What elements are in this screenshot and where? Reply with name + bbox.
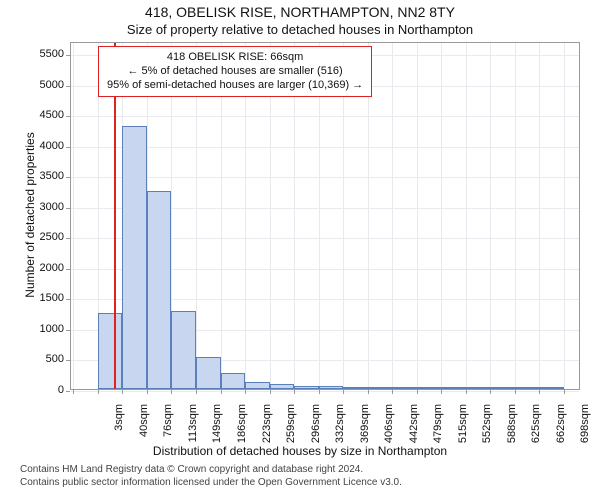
x-tick-mark xyxy=(564,390,565,394)
y-tick-mark xyxy=(66,86,70,87)
chart-title-main: 418, OBELISK RISE, NORTHAMPTON, NN2 8TY xyxy=(0,4,600,20)
chart-container: 418, OBELISK RISE, NORTHAMPTON, NN2 8TY … xyxy=(0,0,600,500)
x-tick-mark xyxy=(466,390,467,394)
y-tick-label: 5000 xyxy=(0,79,64,91)
x-tick-mark xyxy=(515,390,516,394)
x-tick-mark xyxy=(245,390,246,394)
x-tick-mark xyxy=(343,390,344,394)
x-tick-mark xyxy=(368,390,369,394)
y-axis-label: Number of detached properties xyxy=(23,115,37,315)
y-tick-mark xyxy=(66,330,70,331)
y-tick-mark xyxy=(66,116,70,117)
gridline-vertical xyxy=(515,43,516,389)
histogram-bar xyxy=(98,313,122,389)
histogram-bar xyxy=(343,387,367,389)
y-tick-mark xyxy=(66,360,70,361)
histogram-bar xyxy=(515,387,539,389)
chart-title-sub: Size of property relative to detached ho… xyxy=(0,22,600,37)
x-tick-mark xyxy=(196,390,197,394)
x-tick-mark xyxy=(294,390,295,394)
x-tick-mark xyxy=(417,390,418,394)
histogram-bar xyxy=(221,373,245,389)
gridline-vertical xyxy=(466,43,467,389)
annotation-line-3: 95% of semi-detached houses are larger (… xyxy=(107,79,363,93)
footer-line-2: Contains public sector information licen… xyxy=(20,477,402,490)
gridline-vertical xyxy=(73,43,74,389)
histogram-bar xyxy=(441,387,465,389)
histogram-bar xyxy=(466,387,491,389)
y-tick-mark xyxy=(66,391,70,392)
x-tick-mark xyxy=(147,390,148,394)
gridline-vertical xyxy=(564,43,565,389)
y-tick-label: 5500 xyxy=(0,48,64,60)
y-tick-mark xyxy=(66,208,70,209)
y-tick-label: 1000 xyxy=(0,323,64,335)
x-tick-mark xyxy=(221,390,222,394)
gridline-vertical xyxy=(441,43,442,389)
gridline-vertical xyxy=(392,43,393,389)
annotation-line-2: ← 5% of detached houses are smaller (516… xyxy=(107,65,363,79)
gridline-vertical xyxy=(539,43,540,389)
histogram-bar xyxy=(122,126,147,389)
x-axis-label: Distribution of detached houses by size … xyxy=(0,444,600,458)
histogram-bar xyxy=(319,386,344,389)
y-tick-mark xyxy=(66,269,70,270)
y-tick-mark xyxy=(66,238,70,239)
x-tick-mark xyxy=(73,390,74,394)
histogram-bar xyxy=(245,382,270,389)
footer-line-1: Contains HM Land Registry data © Crown c… xyxy=(20,464,402,477)
x-tick-mark xyxy=(270,390,271,394)
histogram-bar xyxy=(539,387,564,389)
y-tick-label: 0 xyxy=(0,384,64,396)
y-tick-label: 500 xyxy=(0,353,64,365)
histogram-bar xyxy=(294,386,319,389)
y-tick-mark xyxy=(66,147,70,148)
x-tick-mark xyxy=(490,390,491,394)
annotation-line-1: 418 OBELISK RISE: 66sqm xyxy=(107,51,363,65)
x-tick-mark xyxy=(171,390,172,394)
histogram-bar xyxy=(270,384,294,389)
footer-attribution: Contains HM Land Registry data © Crown c… xyxy=(20,464,402,489)
histogram-bar xyxy=(171,311,196,389)
x-tick-mark xyxy=(122,390,123,394)
y-tick-mark xyxy=(66,299,70,300)
x-tick-mark xyxy=(98,390,99,394)
x-tick-mark xyxy=(392,390,393,394)
histogram-bar xyxy=(392,387,416,389)
histogram-bar xyxy=(417,387,442,389)
histogram-bar xyxy=(490,387,515,389)
histogram-bar xyxy=(368,387,393,389)
y-tick-mark xyxy=(66,55,70,56)
gridline-vertical xyxy=(490,43,491,389)
y-tick-mark xyxy=(66,177,70,178)
histogram-bar xyxy=(147,191,171,389)
x-tick-mark xyxy=(319,390,320,394)
x-tick-mark xyxy=(441,390,442,394)
annotation-box: 418 OBELISK RISE: 66sqm ← 5% of detached… xyxy=(98,46,372,97)
gridline-vertical xyxy=(417,43,418,389)
histogram-bar xyxy=(196,357,221,389)
x-tick-mark xyxy=(539,390,540,394)
